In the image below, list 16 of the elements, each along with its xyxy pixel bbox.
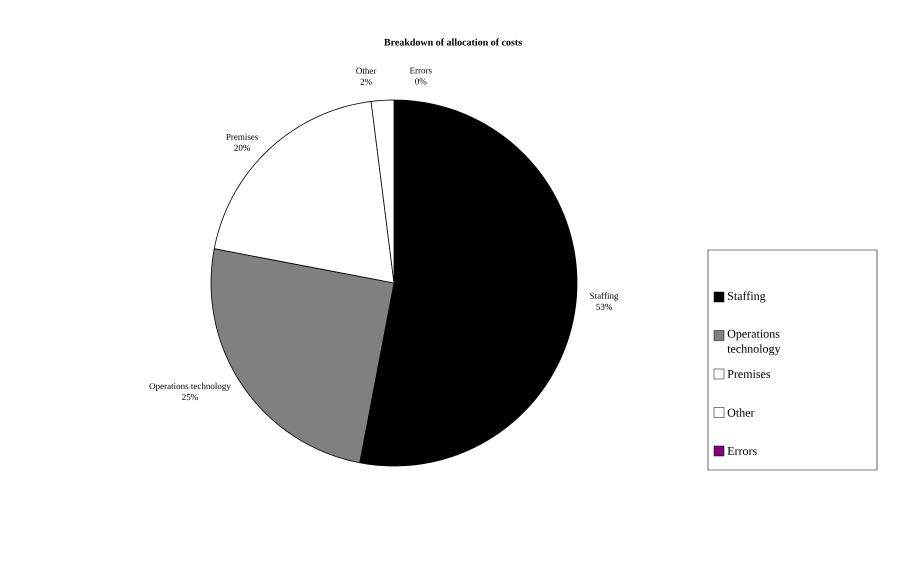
chart-title: Breakdown of allocation of costs xyxy=(384,38,522,46)
legend-label: Errors xyxy=(728,447,757,455)
legend-label: Premises xyxy=(728,370,770,378)
data-label: 20% xyxy=(234,144,250,151)
data-label: 25% xyxy=(182,394,198,400)
category-label: Errors xyxy=(410,67,432,74)
legend-label: Other xyxy=(728,408,754,417)
legend-label: Staffing xyxy=(728,291,766,303)
slice-label: Other xyxy=(356,67,376,74)
data-label: 2% xyxy=(360,78,372,85)
slice-label: Operations technology xyxy=(149,382,231,391)
legend-label: Operations technology xyxy=(727,330,780,356)
text: 0% xyxy=(415,78,426,84)
data-label: 53% xyxy=(596,304,612,310)
slice-label: Premises xyxy=(226,134,258,140)
slice-label: Staffing xyxy=(590,292,618,301)
